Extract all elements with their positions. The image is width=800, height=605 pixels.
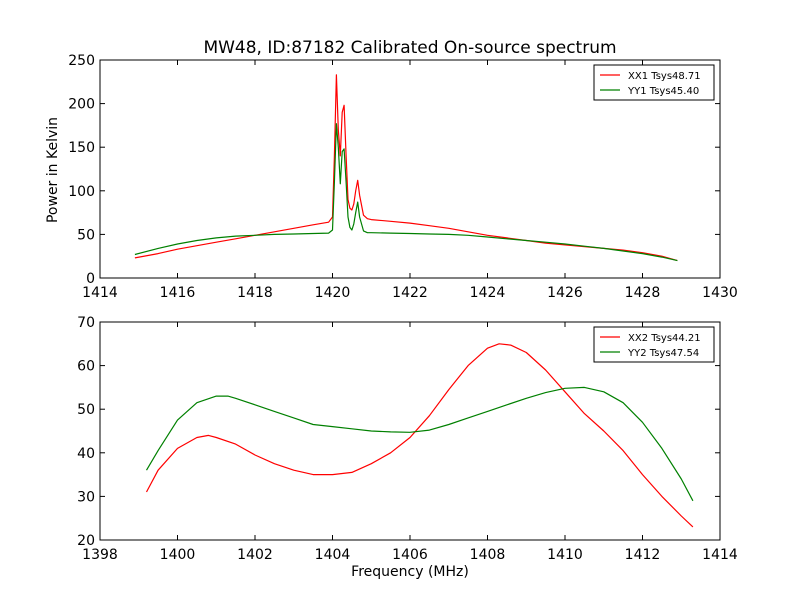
top-x-tick-label: 1424 — [470, 285, 506, 301]
bottom-y-tick-label: 20 — [77, 533, 95, 549]
top-x-tick-label: 1420 — [315, 285, 351, 301]
bottom-x-tick-label: 1400 — [160, 547, 196, 563]
top-y-tick-label: 0 — [86, 271, 95, 287]
top-panel: 1414 1416 1418 1420 1422 1424 1426 1428 1430 0 50 1… — [68, 53, 738, 301]
top-x-tick-label: 1430 — [702, 285, 738, 301]
bottom-y-tick-label: 30 — [77, 489, 95, 505]
bottom-y-tick-label: 70 — [77, 315, 95, 331]
top-y-tick-label: 250 — [68, 53, 95, 69]
top-legend-box — [593, 64, 715, 101]
bottom-x-tick-label: 1410 — [547, 547, 583, 563]
top-legend-label-2: YY1 Tsys45.40 — [627, 86, 699, 97]
top-y-tick-label: 150 — [68, 140, 95, 156]
top-x-tick-label: 1416 — [160, 285, 196, 301]
chart-title: MW48, ID:87182 Calibrated On-source spec… — [203, 38, 616, 58]
bottom-legend-label-2: YY2 Tsys47.54 — [627, 348, 699, 359]
top-legend-label-1: XX1 Tsys48.71 — [628, 71, 701, 82]
top-x-tick-label: 1414 — [82, 285, 118, 301]
bottom-y-tick-label: 40 — [77, 446, 95, 462]
bottom-legend: XX2 Tsys44.21 YY2 Tsys47.54 — [593, 326, 715, 363]
top-y-tick-label: 50 — [77, 227, 95, 243]
top-x-tick-label: 1422 — [392, 285, 428, 301]
top-x-tick-label: 1418 — [237, 285, 273, 301]
bottom-x-axis-label: Frequency (MHz) — [351, 564, 469, 580]
bottom-x-tick-label: 1412 — [625, 547, 661, 563]
bottom-panel: 1398 1400 1402 1404 1406 1408 1410 1412 1414 20 30… — [77, 315, 738, 563]
top-y-tick-label: 200 — [68, 97, 95, 113]
top-x-tick-label: 1426 — [547, 285, 583, 301]
top-legend: XX1 Tsys48.71 YY1 Tsys45.40 — [593, 64, 715, 101]
bottom-x-tick-label: 1404 — [315, 547, 351, 563]
bottom-y-tick-label: 50 — [77, 402, 95, 418]
top-y-axis-label: Power in Kelvin — [45, 117, 61, 223]
bottom-x-tick-label: 1406 — [392, 547, 428, 563]
bottom-x-tick-label: 1414 — [702, 547, 738, 563]
bottom-legend-box — [593, 326, 715, 363]
bottom-series-line-2 — [145, 386, 694, 502]
top-series-line-2 — [134, 123, 678, 262]
bottom-x-tick-label: 1402 — [237, 547, 273, 563]
bottom-legend-label-1: XX2 Tsys44.21 — [628, 333, 701, 344]
bottom-x-tick-label: 1398 — [82, 547, 118, 563]
bottom-y-tick-label: 60 — [77, 359, 95, 375]
bottom-x-tick-label: 1408 — [470, 547, 506, 563]
top-x-tick-label: 1428 — [625, 285, 661, 301]
bottom-series-line-1 — [145, 343, 694, 528]
top-y-tick-label: 100 — [68, 184, 95, 200]
